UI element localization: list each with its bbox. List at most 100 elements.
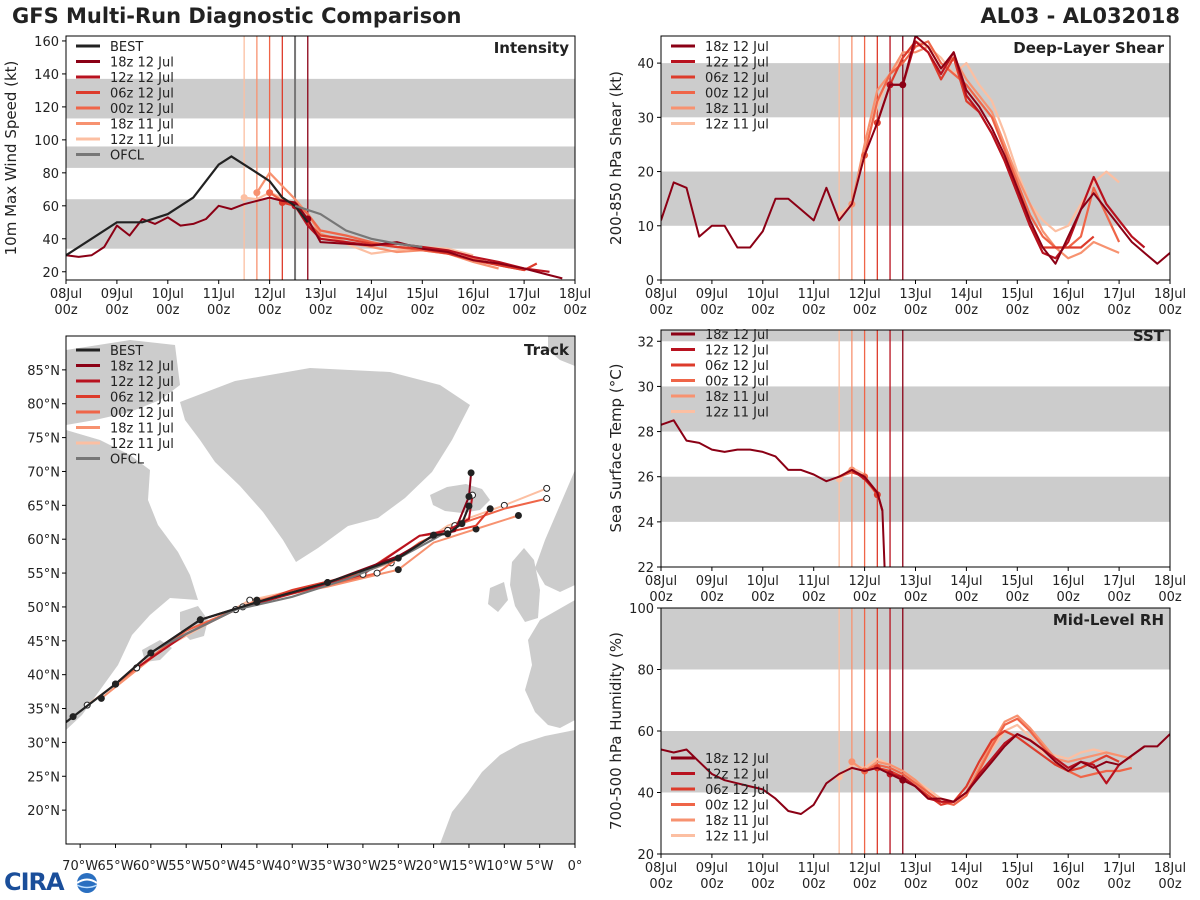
sst-xtick-label-6: 14Jul 00z (950, 574, 982, 605)
shear-legend-label-4: 18z 11 Jul (705, 102, 769, 117)
track-legend-label-5: 18z 11 Jul (110, 422, 174, 437)
sst-ytick-label-0: 22 (637, 561, 654, 576)
shear-legend-label-5: 12z 11 Jul (705, 118, 769, 133)
rh-series-4 (851, 714, 1133, 803)
shear-xtick-label-4: 12Jul 00z (848, 287, 880, 318)
rh-xtick-label-0: 08Jul 00z (645, 861, 677, 892)
rh-ytick-label-3: 80 (637, 664, 654, 679)
intensity-legend-label-1: 18z 12 Jul (110, 56, 174, 71)
intensity-xtick-label-10: 18Jul 00z (559, 287, 591, 318)
track-point-4-7 (514, 511, 522, 519)
shear-series-0 (661, 36, 1170, 265)
track-best-point-5 (253, 598, 261, 606)
rh-legend-label-2: 06z 12 Jul (705, 783, 769, 798)
track-point-2-8 (486, 505, 494, 513)
intensity-legend-label-7: OFCL (110, 149, 145, 164)
sst-xtick-label-8: 16Jul 00z (1052, 574, 1084, 605)
rh-ytick-label-0: 20 (637, 848, 654, 863)
intensity-xtick-label-6: 14Jul 00z (355, 287, 387, 318)
track-lon-tick-label-0: 70°W (62, 859, 98, 874)
track-point-0-8 (465, 493, 473, 501)
sst-xtick-label-3: 11Jul 00z (798, 574, 830, 605)
scandinavia (535, 470, 575, 592)
intensity-xtick-label-1: 09Jul 00z (101, 287, 133, 318)
sst-band-0 (661, 476, 1170, 522)
sst-band-2 (661, 330, 1170, 342)
shear-xtick-label-3: 11Jul 00z (798, 287, 830, 318)
sst-xtick-label-1: 09Jul 00z (696, 574, 728, 605)
europe (525, 600, 575, 728)
rh-xtick-label-6: 14Jul 00z (950, 861, 982, 892)
track-lat-tick-label-9: 40°N (27, 669, 60, 684)
track-lon-tick-label-1: 65°W (98, 859, 134, 874)
ireland (488, 582, 508, 612)
track-lat-tick-label-1: 80°N (27, 398, 60, 413)
track-point-4-4 (394, 566, 402, 574)
shear-ytick-label-1: 10 (637, 220, 654, 235)
shear-xtick-label-1: 09Jul 00z (696, 287, 728, 318)
rh-xtick-label-4: 12Jul 00z (848, 861, 880, 892)
track-lon-tick-label-10: 20°W (416, 859, 452, 874)
track-lon-tick-label-3: 55°W (168, 859, 204, 874)
canadian-arctic (66, 340, 180, 425)
shear-band-1 (661, 63, 1170, 118)
sst-ytick-label-3: 28 (637, 426, 654, 441)
track-best-point-2 (111, 680, 119, 688)
intensity-series-0 (66, 196, 563, 280)
track-lat-tick-label-12: 25°N (27, 770, 60, 785)
track-lat-tick-label-5: 60°N (27, 533, 60, 548)
track-lat-tick-label-8: 45°N (27, 635, 60, 650)
sst-title: SST (1133, 327, 1165, 345)
track-lat-tick-label-10: 35°N (27, 703, 60, 718)
africa (440, 730, 575, 844)
rh-xtick-label-5: 13Jul 00z (899, 861, 931, 892)
rh-legend-label-0: 18z 12 Jul (705, 752, 769, 767)
rh-panel: 20 40 60 80 100 08Jul 00z 09Jul 00z 10Jul 00z 11Jul… (607, 602, 1186, 892)
track-point-0-9 (467, 469, 475, 477)
rh-ylabel: 700-500 hPa Humidity (%) (607, 632, 625, 830)
track-best-point-6 (324, 579, 332, 587)
sst-band-1 (661, 386, 1170, 432)
sst-ytick-label-2: 26 (637, 471, 654, 486)
track-title: Track (524, 341, 570, 359)
track-lon-tick-label-9: 25°W (380, 859, 416, 874)
intensity-ytick-label-3: 80 (42, 167, 59, 182)
intensity-ytick-label-5: 120 (34, 101, 59, 116)
track-best-point-9 (444, 530, 452, 538)
track-legend-label-6: 12z 11 Jul (110, 437, 174, 452)
track-best-point-11 (465, 502, 473, 510)
track-panel: 85°N 80°N 75°N 70°N 65°N 60°N 55°N 50°N 45°N 40°N… (27, 335, 582, 874)
rh-ytick-label-2: 60 (637, 725, 654, 740)
intensity-init-marker-3 (266, 189, 274, 197)
intensity-legend-label-4: 00z 12 Jul (110, 102, 174, 117)
track-best-point-4 (196, 616, 204, 624)
intensity-ytick-label-6: 140 (34, 68, 59, 83)
track-best-point-3 (147, 649, 155, 657)
shear-xtick-label-8: 16Jul 00z (1052, 287, 1084, 318)
sst-legend-label-5: 12z 11 Jul (705, 406, 769, 421)
land-masses (66, 336, 575, 844)
intensity-init-marker-5 (240, 194, 248, 202)
track-best-point-1 (69, 713, 77, 721)
cira-logo: CIRA (4, 868, 103, 896)
sst-legend-label-1: 12z 12 Jul (705, 344, 769, 359)
rh-xtick-label-8: 16Jul 00z (1052, 861, 1084, 892)
sst-xtick-label-10: 18Jul 00z (1154, 574, 1186, 605)
rh-title: Mid-Level RH (1053, 611, 1164, 629)
intensity-ylabel: 10m Max Wind Speed (kt) (2, 61, 20, 256)
shear-series-1 (890, 40, 1146, 260)
track-ofcl-series (150, 530, 449, 654)
intensity-title: Intensity (494, 39, 570, 57)
intensity-ytick-label-0: 20 (42, 266, 59, 281)
sst-xtick-label-7: 15Jul 00z (1001, 574, 1033, 605)
intensity-xtick-label-2: 10Jul 00z (152, 287, 184, 318)
track-legend-label-3: 06z 12 Jul (110, 391, 174, 406)
shear-panel: 0 10 20 30 40 08Jul 00z 09Jul 00z 10Jul 00z 11Jul 00… (607, 35, 1186, 318)
rh-xtick-label-7: 15Jul 00z (1001, 861, 1033, 892)
intensity-xtick-label-4: 12Jul 00z (253, 287, 285, 318)
intensity-xtick-label-5: 13Jul 00z (304, 287, 336, 318)
shear-ytick-label-0: 0 (646, 274, 654, 289)
svalbard (548, 336, 575, 366)
intensity-legend-label-3: 06z 12 Jul (110, 87, 174, 102)
